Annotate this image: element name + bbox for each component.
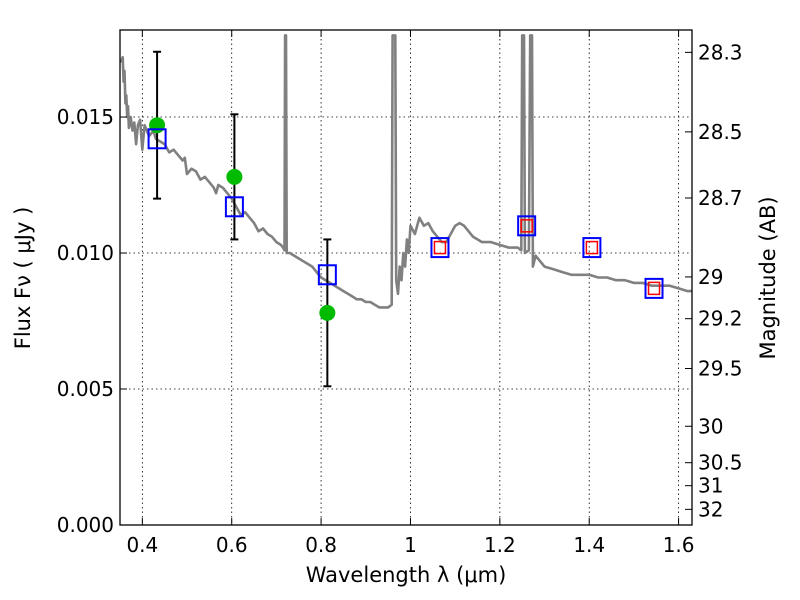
upper-limit-square — [433, 240, 447, 255]
upper-limit-square — [585, 240, 599, 255]
y-tick-label: 0.010 — [57, 241, 114, 265]
magnitude-tick-label: 32 — [698, 497, 723, 521]
axes: 0.4 0.6 0.8 1 1.2 1.4 1.6 0.000 0.005 0.010 0.015 2… — [57, 30, 743, 557]
magnitude-tick-label: 29.5 — [698, 356, 743, 380]
magnitude-tick-label: 30 — [698, 414, 723, 438]
model-band-square — [517, 215, 537, 237]
spectrum-line — [120, 34, 692, 309]
plot-frame — [119, 29, 693, 526]
observed-point — [226, 168, 243, 185]
model-band-square — [644, 277, 664, 299]
model-band-square — [317, 264, 337, 286]
observed-point — [319, 304, 336, 321]
magnitude-tick-label: 28.5 — [698, 120, 743, 144]
plot-series — [120, 34, 692, 388]
magnitude-tick-label: 30.5 — [698, 451, 743, 475]
observed-point — [149, 117, 166, 134]
model-band-square — [224, 196, 244, 218]
x-tick-label: 1.6 — [663, 533, 695, 557]
y-tick-label: 0.000 — [57, 513, 114, 537]
x-axis-title: Wavelength λ (μm) — [306, 563, 507, 587]
y-tick-label: 0.005 — [57, 377, 114, 401]
y-axis-right-title: Magnitude (AB) — [756, 196, 780, 359]
x-tick-label: 1.4 — [573, 533, 605, 557]
upper-limit-square — [647, 281, 661, 296]
magnitude-tick-label: 29 — [698, 265, 723, 289]
x-tick-label: 1 — [404, 533, 417, 557]
magnitude-tick-label: 31 — [698, 474, 723, 498]
model-band-square — [147, 128, 167, 150]
magnitude-tick-label: 28.7 — [698, 186, 743, 210]
upper-limit-square — [520, 219, 533, 233]
x-tick-label: 1.2 — [484, 533, 516, 557]
model-band-square — [430, 237, 450, 259]
y-tick-label: 0.015 — [57, 105, 114, 129]
y-axis-left-title: Flux Fν ( μJy ) — [11, 207, 35, 350]
x-tick-label: 0.6 — [216, 533, 248, 557]
x-tick-label: 0.8 — [305, 533, 337, 557]
magnitude-tick-label: 28.3 — [698, 40, 743, 64]
magnitude-tick-label: 29.2 — [698, 307, 743, 331]
grid — [120, 30, 692, 526]
x-tick-label: 0.4 — [126, 533, 158, 557]
model-band-square — [582, 237, 602, 259]
